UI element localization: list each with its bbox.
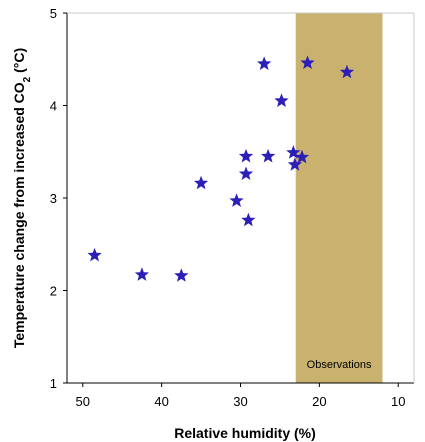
y-axis-label-main: Temperature change from increased CO xyxy=(11,82,27,348)
observations-band-label: Observations xyxy=(307,359,372,371)
data-point-star xyxy=(238,148,254,163)
observations-band xyxy=(295,13,383,383)
y-tick-label: 5 xyxy=(50,6,57,21)
x-tick-label: 30 xyxy=(233,394,247,409)
data-point-star xyxy=(339,64,355,79)
y-axis-label: Temperature change from increased CO2 (°… xyxy=(11,48,33,348)
data-point-star xyxy=(274,93,289,107)
y-tick-label: 1 xyxy=(50,376,57,391)
y-axis-label-subscript: 2 xyxy=(22,76,33,82)
data-point-star xyxy=(193,175,209,190)
data-point-star xyxy=(238,166,254,181)
x-tick-label: 50 xyxy=(76,394,90,409)
data-point-star xyxy=(257,56,272,70)
y-tick-label: 2 xyxy=(50,284,57,299)
data-point-star xyxy=(294,149,310,164)
data-point-star xyxy=(287,157,303,171)
y-axis-label-unit: (°C) xyxy=(11,48,27,77)
points-layer xyxy=(87,55,355,282)
data-point-star xyxy=(260,148,276,163)
y-tick-label: 4 xyxy=(50,99,57,114)
data-point-star xyxy=(286,145,301,159)
x-axis-label: Relative humidity (%) xyxy=(174,425,316,441)
x-tick-label: 40 xyxy=(154,394,168,409)
x-tick-label: 10 xyxy=(391,394,405,409)
axes-layer: 1 2 3 4 5 50 40 30 20 10 xyxy=(50,6,415,409)
y-tick-label: 3 xyxy=(50,191,57,206)
data-point-star xyxy=(174,268,189,282)
observations-band-layer: Observations xyxy=(295,13,383,383)
data-point-star xyxy=(300,55,315,70)
data-point-star xyxy=(87,247,102,262)
data-point-star xyxy=(134,267,150,281)
data-point-star xyxy=(241,212,256,227)
data-point-star xyxy=(229,193,244,207)
x-tick-label: 20 xyxy=(312,394,326,409)
